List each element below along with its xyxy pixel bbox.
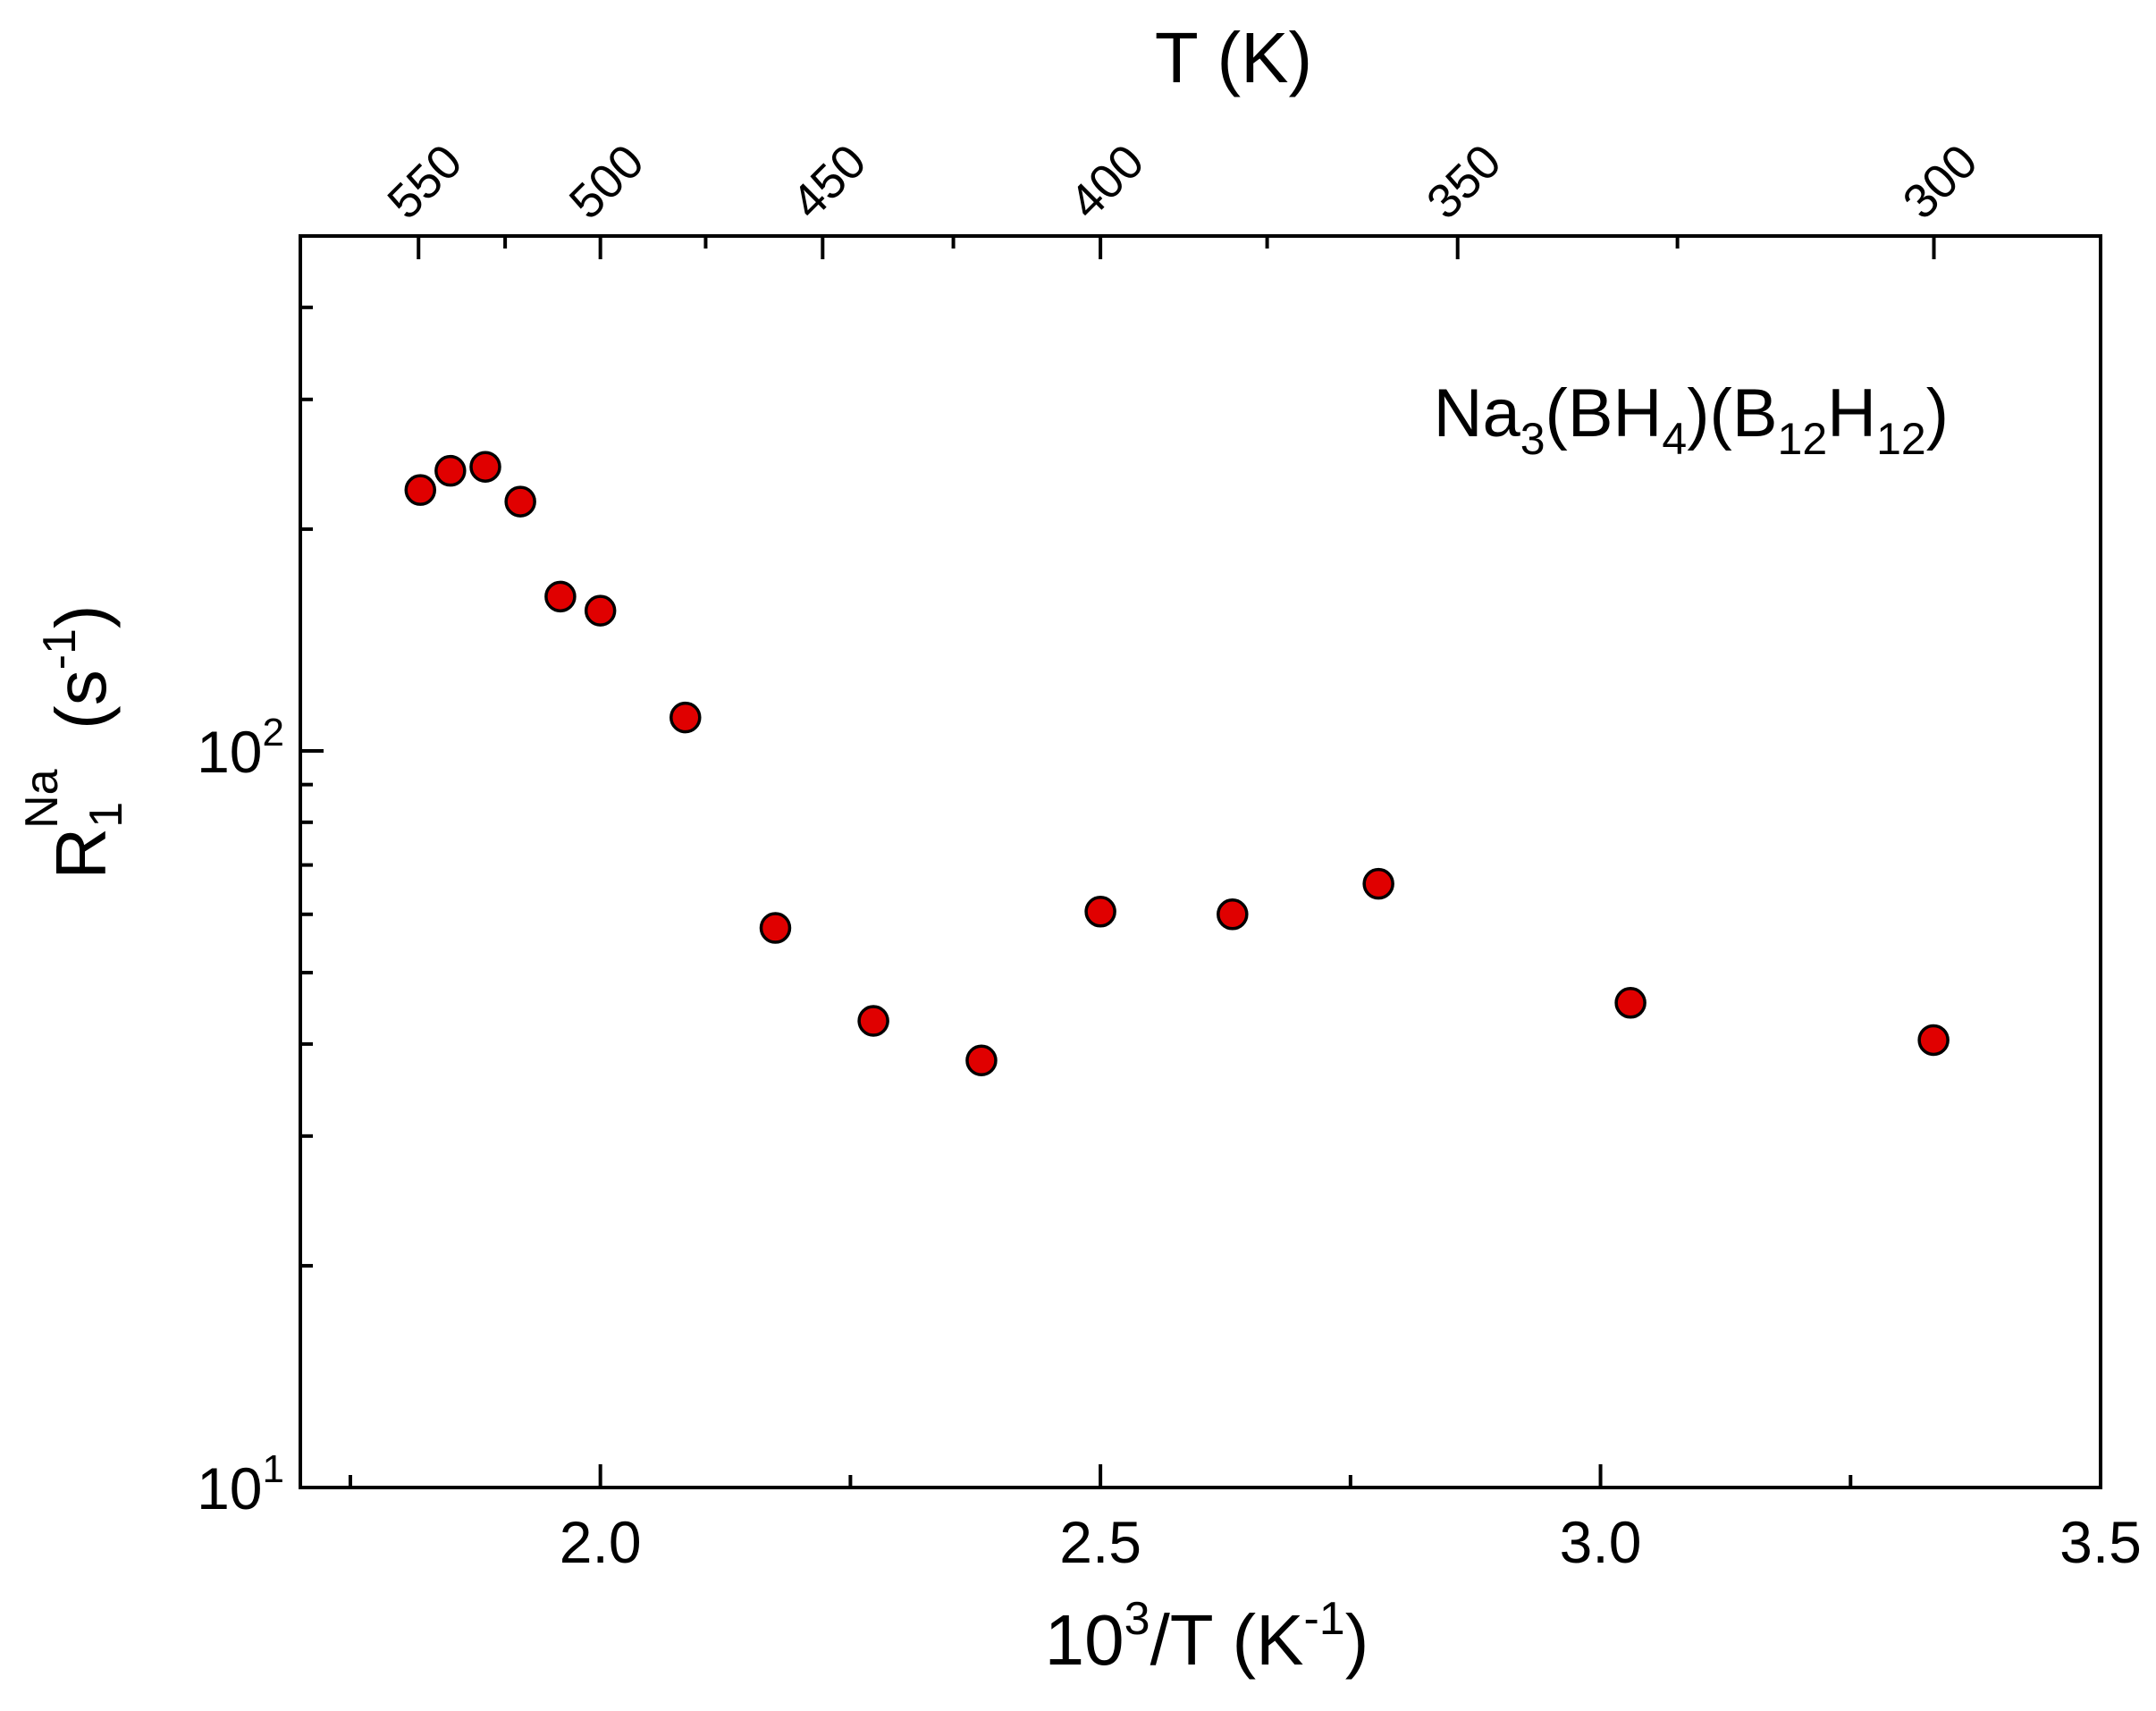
- data-points: [404, 451, 1950, 1076]
- top-tick-label: 550: [377, 134, 472, 229]
- data-point: [965, 1044, 998, 1076]
- data-point: [544, 580, 577, 613]
- y-tick-label: 102: [197, 711, 284, 785]
- x-tick-label: 2.0: [560, 1509, 642, 1575]
- axis-ticks: [300, 234, 2102, 1489]
- compound-annotation: Na3(BH4)(B12H12): [1434, 375, 1949, 464]
- y-axis-title-sup: Na: [16, 769, 68, 829]
- x-axis-title-sup: 3: [1124, 1593, 1150, 1645]
- data-point: [469, 451, 501, 483]
- annotation-text: )(B: [1687, 375, 1777, 451]
- x-tick-label: 3.0: [1560, 1509, 1642, 1575]
- y-axis-title-base: R: [41, 828, 121, 880]
- data-point: [759, 912, 792, 944]
- y-axis-title-unit: (s: [41, 670, 121, 769]
- x-axis-title-end: ): [1345, 1600, 1369, 1680]
- annotation-text: ): [1926, 375, 1949, 451]
- annotation-subscript: 12: [1876, 414, 1926, 464]
- annotation-text: Na: [1434, 375, 1521, 451]
- data-point: [857, 1005, 889, 1037]
- data-point: [670, 701, 702, 734]
- top-tick-label: 350: [1417, 134, 1512, 229]
- annotation-text: H: [1827, 375, 1876, 451]
- y-axis-title-unit-close: ): [41, 604, 121, 628]
- data-point: [404, 474, 437, 506]
- x-tick-label: 2.5: [1059, 1509, 1141, 1575]
- x-axis-title: 103/T (K-1): [1045, 1593, 1369, 1680]
- data-point: [504, 485, 536, 518]
- x-axis-title-mid: /T (K: [1150, 1600, 1304, 1680]
- data-point: [434, 454, 467, 487]
- x-tick-label: 3.5: [2059, 1509, 2142, 1575]
- data-point: [1084, 896, 1116, 928]
- data-point: [1362, 867, 1394, 900]
- data-point: [1917, 1024, 1950, 1057]
- x-axis-title-sup2: -1: [1303, 1593, 1344, 1645]
- top-tick-label: 450: [781, 134, 876, 229]
- data-point: [1217, 898, 1249, 931]
- top-tick-label: 500: [560, 134, 654, 229]
- y-axis-title: R1 Na (s-1): [16, 604, 132, 879]
- plot-frame: [299, 234, 2102, 1489]
- data-point: [584, 594, 617, 627]
- top-axis-title: T (K): [1155, 18, 1312, 97]
- annotation-subscript: 3: [1520, 414, 1545, 464]
- top-tick-label: 400: [1059, 134, 1154, 229]
- x-axis-title-base: 10: [1045, 1600, 1124, 1680]
- top-tick-label: 300: [1893, 134, 1988, 229]
- annotation-subscript: 4: [1662, 414, 1687, 464]
- annotation-subscript: 12: [1778, 414, 1828, 464]
- annotation-text: (BH: [1545, 375, 1663, 451]
- y-axis-title-unit-sup: -1: [34, 628, 86, 670]
- data-point: [1614, 987, 1646, 1019]
- y-tick-label: 101: [197, 1447, 284, 1521]
- y-axis-title-sub: 1: [80, 802, 132, 828]
- axis-tick-labels: 2.0 2.5 3.0 3.5 101 102 550 500 450 400 350 300: [197, 134, 2142, 1575]
